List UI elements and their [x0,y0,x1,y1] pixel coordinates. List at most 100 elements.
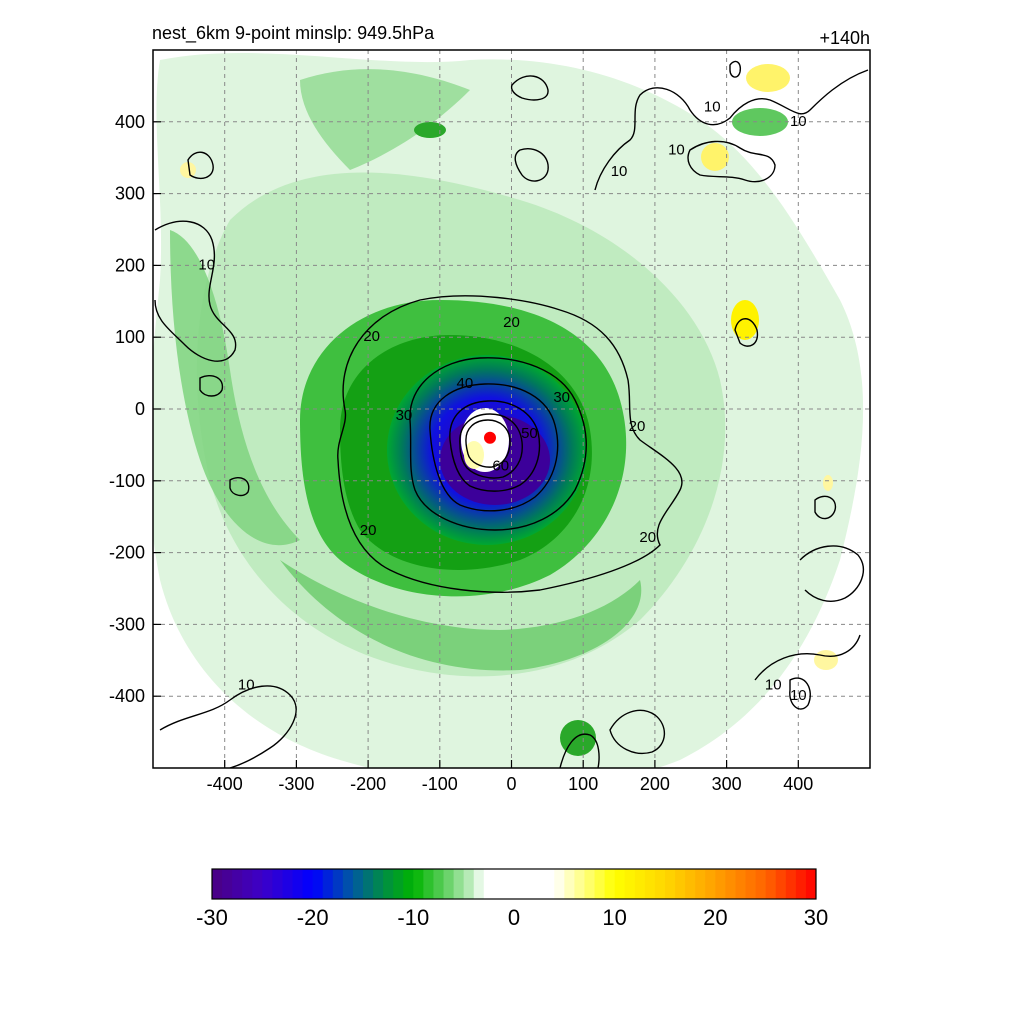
colorbar-bin [242,869,253,899]
contour-nw [187,151,214,180]
x-tick-label: -400 [207,774,243,794]
colorbar-bin [715,869,726,899]
colorbar-frame [211,868,817,900]
contour-label: 20 [503,314,520,331]
colorbar-bin [554,869,565,899]
colorbar-tick-label: 30 [804,905,828,930]
colorbar-bin [232,869,243,899]
colorbar-bin [252,869,263,899]
contour-se-2 [754,634,861,681]
colorbar-bin [302,869,314,899]
colorbar-bin [775,869,787,899]
colorbar-bin [393,869,404,899]
x-tick-label: 200 [640,774,670,794]
colorbar-bin [685,869,696,899]
contour-s-2 [559,733,600,768]
colorbar-bin [705,869,716,899]
colorbar-bin [564,869,575,899]
patch-yellow-6 [823,475,833,491]
colorbar-tick-label: -20 [297,905,329,930]
contour-label: 10 [765,676,782,693]
contour-label: 10 [238,676,255,693]
colorbar-tick-label: 20 [703,905,727,930]
contour-w-2 [199,374,224,397]
contour-30 [409,357,587,531]
contour-label: 30 [553,389,570,406]
colorbar-bin [322,869,334,899]
x-tick-label: -100 [422,774,458,794]
y-tick-label: 300 [115,184,145,204]
colorbar-bin [725,869,736,899]
colorbar-bin [735,869,747,899]
contour-label: 60 [492,457,509,474]
contour-70 [465,419,511,468]
colorbar-bin [282,869,294,899]
colorbar-bin [534,869,545,899]
y-tick-label: -200 [109,543,145,563]
x-tick-label: -200 [350,774,386,794]
colorbar-bin [312,869,324,899]
contour-label: 30 [396,407,413,424]
storm-center-marker [483,431,496,444]
spiral-band-north [300,69,470,170]
colorbar-bin [453,869,465,899]
x-tick-label: 300 [712,774,742,794]
patch-yellow-1 [746,64,790,92]
colorbar-bin [352,869,364,899]
y-tick-label: 200 [115,255,145,275]
patch-green-n [414,122,446,138]
colorbar-bin [654,869,666,899]
colorbar [211,868,817,900]
chart-title: nest_6km 9-point minslp: 949.5hPa [152,23,435,44]
patch-yellow-5 [814,650,838,670]
colorbar-bin [665,869,676,899]
contours [154,60,869,768]
colorbar-bin [222,869,233,899]
colorbar-bin [785,869,797,899]
colorbar-bin [363,869,374,899]
colorbar-bin [373,869,384,899]
contour-label: 20 [363,328,380,345]
contour-e-1 [734,318,759,347]
patch-yellow-4 [180,162,196,178]
x-axis: -400 -300 -200 -100 0 100 200 300 400 [207,760,813,794]
y-tick-label: -100 [109,471,145,491]
colorbar-bin [584,869,596,899]
colorbar-bin [342,869,354,899]
colorbar-bin [473,869,485,899]
colorbar-bin [423,869,434,899]
contour-se-3 [789,677,811,710]
field-shading [153,50,870,768]
y-tick-label: 400 [115,112,145,132]
contour-label: 10 [790,113,807,130]
contour-label: 20 [629,418,646,435]
colorbar-bin [745,869,757,899]
colorbar-bin [443,869,455,899]
x-tick-label: 100 [568,774,598,794]
patch-yellow-3 [731,300,759,340]
y-tick-label: -400 [109,686,145,706]
storm-center-dot [483,431,496,444]
colorbar-bin [675,869,686,899]
contour-60 [459,413,523,479]
colorbar-bin [644,869,656,899]
spiral-band-west [170,230,300,546]
contour-label: 40 [457,375,474,392]
colorbar-tick-label: -30 [196,905,228,930]
colorbar-bin [493,869,505,899]
y-tick-label: -300 [109,614,145,634]
y-axis: 400 300 200 100 0 -100 -200 -300 -400 [109,112,161,706]
contour-labels: 20 20 20 20 20 30 30 40 50 60 10 10 10 10 10 10 10 10 [198,98,807,704]
colorbar-bin [604,869,616,899]
colorbar-bin [483,869,495,899]
colorbar-tick-label: -10 [397,905,429,930]
colorbar-bin [755,869,767,899]
contour-50 [449,400,541,492]
colorbar-bin [624,869,636,899]
colorbar-tick-label: 0 [508,905,520,930]
contour-label: 10 [790,687,807,704]
colorbar-bin [524,869,535,899]
contour-n [514,148,549,182]
colorbar-bin [765,869,777,899]
contour-label: 20 [639,529,656,546]
